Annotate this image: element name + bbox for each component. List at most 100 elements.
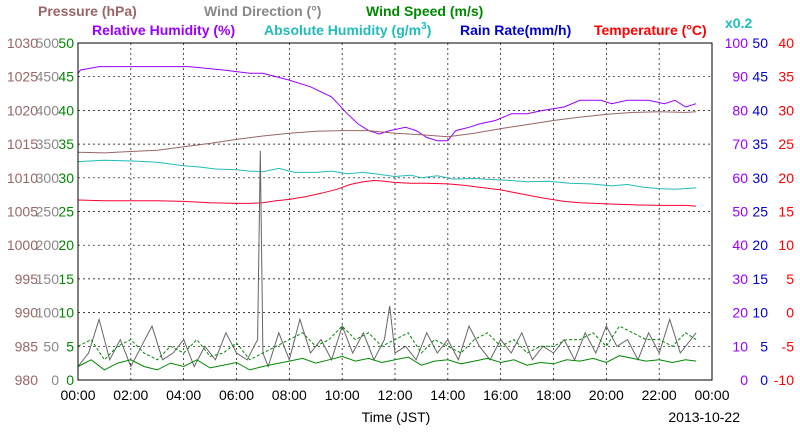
tick-label-pressure: 1000 [7,237,38,253]
tick-label-rain-rate: 35 [752,136,768,152]
x-tick-label: 18:00 [536,387,571,403]
x-tick-label: 00:00 [694,387,729,403]
series-line [77,159,697,190]
legend-rain-scale: x0.2 [725,15,752,31]
x-tick-label: 00:00 [60,387,95,403]
tick-label-rain-rate: 45 [752,69,768,85]
plot-frame [77,42,713,381]
grid [78,43,712,380]
tick-label-wind-direction: 150 [36,271,60,287]
tick-label-wind-direction: 100 [36,305,60,321]
tick-label-relative-humidity: 50 [732,204,748,220]
tick-label-wind-direction: 50 [43,338,59,354]
series-line [77,325,697,361]
series-line [77,355,697,371]
legend-relative-humidity: Relative Humidity (%) [92,22,235,38]
left-axes: 1030102510201015101010051000995990985980… [7,35,74,388]
tick-label-temperature: -5 [782,338,795,354]
tick-label-rain-rate: 20 [752,237,768,253]
tick-label-relative-humidity: 20 [732,305,748,321]
tick-label-wind-direction: 350 [36,136,60,152]
tick-label-wind-speed: 10 [58,305,74,321]
tick-label-pressure: 995 [15,271,39,287]
legend-rain-rate: Rain Rate(mm/h) [460,22,571,38]
tick-label-relative-humidity: 0 [740,372,748,388]
tick-label-relative-humidity: 90 [732,69,748,85]
tick-label-wind-direction: 400 [36,102,60,118]
tick-label-wind-direction: 0 [51,372,59,388]
x-tick-label: 10:00 [325,387,360,403]
tick-label-wind-speed: 35 [58,136,74,152]
x-tick-label: 08:00 [272,387,307,403]
series-line [77,111,697,154]
series-lines [77,66,697,381]
series-line [77,150,697,369]
legend-wind-direction: Wind Direction (°) [204,3,321,19]
tick-label-pressure: 1005 [7,204,38,220]
tick-label-temperature: 0 [786,305,794,321]
tick-label-wind-speed: 30 [58,170,74,186]
legend-absolute-humidity: Absolute Humidity (g/m3) [264,21,431,38]
tick-label-temperature: -10 [774,372,794,388]
tick-label-wind-speed: 5 [66,338,74,354]
tick-label-wind-direction: 200 [36,237,60,253]
tick-label-wind-speed: 15 [58,271,74,287]
tick-label-pressure: 1010 [7,170,38,186]
tick-label-pressure: 990 [15,305,39,321]
tick-label-relative-humidity: 100 [725,35,749,51]
date-label: 2013-10-22 [668,409,740,425]
tick-label-rain-rate: 25 [752,204,768,220]
x-tick-label: 06:00 [219,387,254,403]
tick-label-pressure: 1015 [7,136,38,152]
tick-label-pressure: 1020 [7,102,38,118]
tick-label-temperature: 15 [778,204,794,220]
tick-label-temperature: 25 [778,136,794,152]
tick-label-wind-speed: 40 [58,102,74,118]
tick-label-wind-speed: 0 [66,372,74,388]
tick-label-rain-rate: 50 [752,35,768,51]
tick-label-relative-humidity: 80 [732,102,748,118]
x-tick-label: 16:00 [483,387,518,403]
tick-label-temperature: 10 [778,237,794,253]
x-tick-label: 12:00 [377,387,412,403]
tick-label-wind-direction: 250 [36,204,60,220]
x-axis-ticks: 00:00 02:00 04:00 06:00 08:00 10:00 12:00 14:00… [60,387,729,403]
tick-label-relative-humidity: 60 [732,170,748,186]
tick-label-pressure: 1030 [7,35,38,51]
tick-label-wind-direction: 500 [36,35,60,51]
tick-label-rain-rate: 10 [752,305,768,321]
x-tick-label: 02:00 [113,387,148,403]
tick-label-temperature: 5 [786,271,794,287]
tick-label-rain-rate: 0 [760,372,768,388]
tick-label-relative-humidity: 10 [732,338,748,354]
tick-label-relative-humidity: 30 [732,271,748,287]
x-tick-label: 20:00 [589,387,624,403]
x-tick-label: 04:00 [166,387,201,403]
tick-label-wind-speed: 50 [58,35,74,51]
tick-label-relative-humidity: 40 [732,237,748,253]
tick-label-wind-speed: 25 [58,204,74,220]
tick-label-rain-rate: 15 [752,271,768,287]
tick-label-rain-rate: 30 [752,170,768,186]
series-line [77,66,697,142]
series-line [77,179,697,207]
tick-label-relative-humidity: 70 [732,136,748,152]
tick-label-wind-speed: 45 [58,69,74,85]
legend-temperature: Temperature (°C) [594,22,707,38]
tick-label-temperature: 40 [778,35,794,51]
x-tick-label: 22:00 [642,387,677,403]
tick-label-rain-rate: 40 [752,102,768,118]
tick-label-wind-direction: 300 [36,170,60,186]
tick-label-pressure: 1025 [7,69,38,85]
tick-label-wind-direction: 450 [36,69,60,85]
x-axis-label: Time (JST) [362,409,431,425]
legend-pressure: Pressure (hPa) [38,3,137,19]
tick-label-wind-speed: 20 [58,237,74,253]
tick-label-pressure: 985 [15,338,39,354]
tick-label-temperature: 35 [778,69,794,85]
tick-label-temperature: 20 [778,170,794,186]
legend-wind-speed: Wind Speed (m/s) [366,3,483,19]
tick-label-temperature: 30 [778,102,794,118]
tick-label-pressure: 980 [15,372,39,388]
